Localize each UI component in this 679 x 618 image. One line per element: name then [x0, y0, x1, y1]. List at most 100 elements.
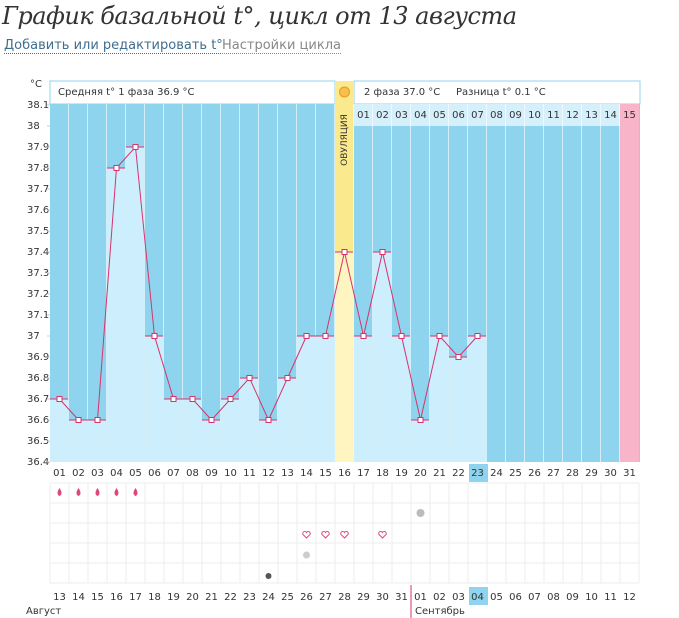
- date-label: 27: [319, 592, 332, 603]
- date-label: 15: [91, 592, 104, 603]
- x-tick-label: 17: [357, 468, 370, 479]
- y-tick-label: 36.4: [27, 457, 49, 468]
- heart-icon: [302, 531, 311, 539]
- bar: [297, 336, 315, 462]
- settings-link[interactable]: Настройки цикла: [222, 38, 341, 54]
- phase2-day: 13: [585, 110, 598, 121]
- point: [284, 375, 291, 381]
- bar: [449, 357, 467, 462]
- y-tick-label: 37.8: [27, 163, 49, 174]
- drop-icon: [76, 488, 81, 496]
- bar: [411, 420, 429, 462]
- x-tick-label: 05: [129, 468, 142, 479]
- bar: [430, 336, 448, 462]
- point: [189, 396, 196, 402]
- bar: [145, 336, 163, 462]
- date-label: 05: [490, 592, 503, 603]
- x-tick-label: 13: [281, 468, 294, 479]
- point: [94, 417, 101, 423]
- x-tick-label: 27: [547, 468, 560, 479]
- y-tick-label: 37.3: [27, 268, 49, 279]
- icons: [49, 482, 640, 584]
- date-label: 26: [300, 592, 313, 603]
- month-label: Август: [26, 606, 61, 617]
- date-label: 11: [604, 592, 617, 603]
- y-tick-label: 37.4: [27, 247, 49, 258]
- bar: [88, 420, 106, 462]
- phase2-text: 2 фаза 37.0 °C: [364, 87, 440, 98]
- y-tick-label: 38.1: [27, 100, 49, 111]
- y-tick-label: 37.1: [27, 310, 49, 321]
- x-tick-label: 10: [224, 468, 237, 479]
- page-title: График базальной t°, цикл от 13 августа: [2, 2, 517, 30]
- drop-icon: [114, 488, 119, 496]
- date-label: 28: [338, 592, 351, 603]
- y-tick-label: 36.7: [27, 394, 49, 405]
- bar: [69, 420, 87, 462]
- date-label: 17: [129, 592, 142, 603]
- bar: [316, 336, 334, 462]
- bar: [164, 399, 182, 462]
- point: [227, 396, 234, 402]
- phase2-day: 15: [623, 110, 636, 121]
- y-tick-label: 37.5: [27, 226, 49, 237]
- date-label: 19: [167, 592, 180, 603]
- x-tick-label: 14: [300, 468, 313, 479]
- point: [132, 144, 139, 150]
- bar: [221, 399, 239, 462]
- point: [56, 396, 63, 402]
- y-tick-label: 37.6: [27, 205, 49, 216]
- point: [455, 354, 462, 360]
- date-label: 12: [623, 592, 636, 603]
- drop-icon: [133, 488, 138, 496]
- phase2-day: 03: [395, 110, 408, 121]
- x-tick-label: 16: [338, 468, 351, 479]
- date-label: 31: [395, 592, 408, 603]
- x-tick-label: 02: [72, 468, 85, 479]
- x-tick-label: 28: [566, 468, 579, 479]
- phase2-day: 10: [528, 110, 541, 121]
- y-tick-label: 36.9: [27, 352, 49, 363]
- heart-icon: [378, 531, 387, 539]
- ovulation-label: ОВУЛЯЦИЯ: [340, 114, 350, 166]
- x-tick-label: 23: [471, 468, 484, 479]
- y-tick-label: 37.9: [27, 142, 49, 153]
- date-label: 08: [547, 592, 560, 603]
- date-label: 16: [110, 592, 123, 603]
- x-tick-label: 19: [395, 468, 408, 479]
- point: [398, 333, 405, 339]
- date-label: 09: [566, 592, 579, 603]
- date-label: 01: [414, 592, 427, 603]
- x-tick-label: 15: [319, 468, 332, 479]
- date-label: 10: [585, 592, 598, 603]
- date-label: 24: [262, 592, 275, 603]
- today-date-highlight: [469, 587, 488, 605]
- x-tick-label: 06: [148, 468, 161, 479]
- point: [360, 333, 367, 339]
- date-label: 25: [281, 592, 294, 603]
- phase1-text: Средняя t° 1 фаза 36.9 °C: [58, 87, 195, 98]
- unit-label: °C: [30, 79, 42, 90]
- x-tick-label: 01: [53, 468, 66, 479]
- point: [474, 333, 481, 339]
- date-label: 07: [528, 592, 541, 603]
- y-tick-label: 36.8: [27, 373, 49, 384]
- bar: [335, 252, 353, 462]
- point: [170, 396, 177, 402]
- bar: [392, 336, 410, 462]
- phase2-day: 09: [509, 110, 522, 121]
- x-tick-label: 11: [243, 468, 256, 479]
- x-tick-label: 24: [490, 468, 503, 479]
- y-tick-label: 37.2: [27, 289, 49, 300]
- point: [379, 249, 386, 255]
- edit-link[interactable]: Добавить или редактировать t°: [4, 38, 223, 54]
- y-tick-label: 36.5: [27, 436, 49, 447]
- date-label: 29: [357, 592, 370, 603]
- drop-icon: [57, 488, 62, 496]
- date-label: 18: [148, 592, 161, 603]
- next-cycle-col: [620, 104, 639, 462]
- x-tick-label: 29: [585, 468, 598, 479]
- drop-icon: [95, 488, 100, 496]
